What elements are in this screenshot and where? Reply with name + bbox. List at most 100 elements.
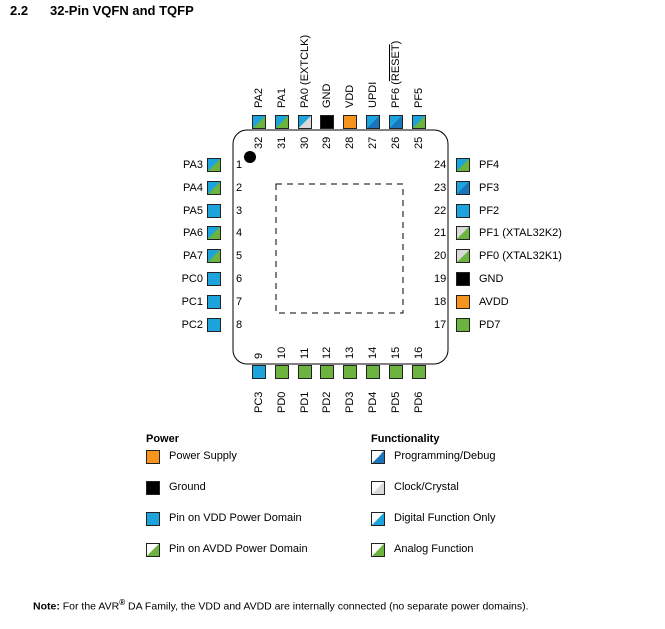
exposed-pad: [275, 183, 404, 314]
pin-9-label: PC3: [253, 391, 265, 413]
legend-func-swatch-1: [371, 450, 385, 464]
pin-11-box: [297, 365, 312, 379]
pin-23-number: 23: [434, 181, 447, 194]
pin-28-box: [343, 115, 358, 129]
pin-19-label: GND: [479, 273, 504, 285]
pin-14-box: [366, 365, 380, 379]
pin-28-label: VDD: [344, 84, 357, 108]
pin-22-number: 22: [434, 204, 447, 217]
pin-2-label: PA4: [183, 181, 203, 194]
pin-10-label: PD0: [275, 391, 288, 413]
registered-mark: ®: [119, 598, 126, 607]
legend-power-label-2: Ground: [169, 481, 206, 493]
pin-22-box: [456, 203, 470, 218]
chip-body: [232, 129, 449, 365]
pin-4-label: PA6: [183, 227, 203, 240]
pin-14-number: 14: [367, 346, 379, 359]
pin-27-number: 27: [367, 136, 379, 149]
pin-18-box: [456, 294, 470, 309]
legend-func-swatch-2: [371, 481, 385, 495]
pin-26-label: PF6 (RESET): [389, 40, 402, 108]
pin-24-number: 24: [434, 159, 447, 171]
legend-func-label-2: Clock/Crystal: [394, 481, 459, 493]
pin-7-number: 7: [236, 295, 243, 308]
pin-9-number: 9: [253, 352, 265, 359]
legend-func-label-1: Programming/Debug: [394, 450, 496, 462]
pin-11-number: 11: [298, 347, 311, 359]
pin-12-number: 12: [321, 346, 334, 359]
pin-27-label: UPDI: [367, 81, 379, 108]
pin-28-number: 28: [344, 136, 357, 149]
pin-14-label: PD4: [367, 391, 379, 413]
pin-11-label: PD1: [298, 391, 311, 413]
pin-31-box: [274, 115, 289, 129]
pin-24-label: PF4: [479, 159, 500, 171]
pin-10-number: 10: [275, 346, 288, 359]
legend-power-swatch-1: [146, 450, 160, 464]
pin-12-label: PD2: [321, 391, 334, 413]
pin-29-label: GND: [321, 83, 334, 108]
pin-6-label: PC0: [181, 273, 203, 285]
legend-power-swatch-4: [146, 543, 160, 557]
pin-24-box: [456, 158, 470, 172]
pin1-marker: [244, 151, 256, 163]
pin-21-label: PF1 (XTAL32K2): [479, 227, 562, 240]
pin-17-label: PD7: [479, 318, 501, 331]
pin-10-box: [274, 365, 289, 379]
legend-func-label-3: Digital Function Only: [394, 512, 496, 524]
pin-25-label: PF5: [412, 87, 425, 108]
pin-21-number: 21: [434, 227, 447, 240]
pin-5-label: PA7: [183, 250, 203, 263]
pin-31-label: PA1: [275, 88, 288, 108]
legend-functionality-title: Functionality: [371, 433, 440, 445]
pin-4-number: 4: [236, 227, 243, 240]
pin-16-number: 16: [412, 346, 425, 359]
pin-7-label: PC1: [181, 295, 203, 308]
pin-23-label: PF3: [479, 181, 500, 194]
note-text-a: For the AVR: [59, 600, 120, 613]
pin-3-box: [207, 203, 221, 218]
pin-12-box: [320, 365, 335, 379]
pin-5-box: [207, 249, 221, 264]
legend-power-swatch-3: [146, 512, 160, 526]
pin-30-number: 30: [298, 136, 311, 149]
pin-16-label: PD6: [412, 391, 425, 413]
pin-13-number: 13: [344, 346, 357, 359]
footnote: Note: For the AVR® DA Family, the VDD an…: [33, 598, 529, 613]
pin-3-number: 3: [236, 204, 243, 217]
pin-1-number: 1: [236, 159, 243, 171]
pin-22-label: PF2: [479, 204, 500, 217]
section-heading: 2.2 32-Pin VQFN and TQFP: [10, 3, 194, 18]
legend-func-swatch-4: [371, 543, 385, 557]
pin-1-box: [207, 158, 221, 172]
pin-21-box: [456, 226, 470, 241]
pin-31-number: 31: [275, 136, 288, 149]
pin-7-box: [207, 294, 221, 309]
pin-20-box: [456, 249, 470, 264]
legend-power-title: Power: [146, 433, 180, 445]
pin-30-label: PA0 (EXTCLK): [298, 34, 311, 108]
pin-8-box: [207, 317, 221, 332]
pin-25-number: 25: [412, 136, 425, 149]
pin-30-box: [297, 115, 312, 129]
pin-15-box: [388, 365, 403, 379]
legend-power-label-3: Pin on VDD Power Domain: [169, 512, 302, 524]
pin-23-box: [456, 180, 470, 195]
chip-diagram: [232, 129, 449, 365]
pin-18-label: AVDD: [479, 295, 509, 308]
pin-17-number: 17: [434, 318, 447, 331]
pin-13-box: [343, 365, 358, 379]
pin-6-number: 6: [236, 273, 243, 285]
pin-25-box: [411, 115, 426, 129]
pin-20-label: PF0 (XTAL32K1): [479, 250, 562, 263]
pin-29-number: 29: [321, 136, 334, 149]
pin-16-box: [411, 365, 426, 379]
pin-1-label: PA3: [183, 159, 203, 171]
pin-26-number: 26: [389, 136, 402, 149]
pin-3-label: PA5: [183, 204, 203, 217]
pin-19-number: 19: [434, 273, 447, 285]
pin-26-box: [388, 115, 403, 129]
legend-func-label-4: Analog Function: [394, 543, 474, 555]
pin-13-label: PD3: [344, 391, 357, 413]
pin-15-number: 15: [389, 346, 402, 359]
